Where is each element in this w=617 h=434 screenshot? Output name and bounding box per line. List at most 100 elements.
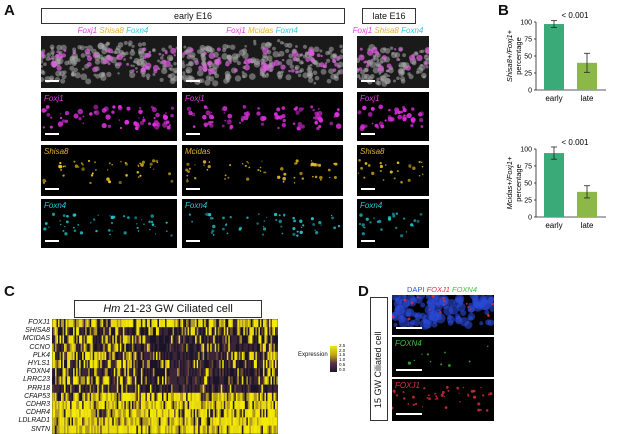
col3-row-label-1: Foxj1	[360, 94, 380, 103]
bar-late	[577, 191, 597, 217]
col1-row-label-3: Foxn4	[44, 201, 67, 210]
col1-header: Foxj1 Shisa8 Foxn4	[77, 26, 149, 35]
col2-tile-row0	[182, 36, 343, 88]
panel-d-tile-foxn4: FOXN4	[392, 337, 494, 377]
y-axis-label-2: percentage	[514, 37, 523, 75]
early-e16-label: early E16	[41, 8, 345, 24]
col1-tile-row2: Shisa8	[41, 145, 177, 196]
colorbar-tick: 0.5	[339, 361, 346, 367]
bar-late	[577, 62, 597, 90]
gene-label: PRR18	[27, 384, 50, 392]
p-value: < 0.001	[562, 11, 589, 20]
colorbar-ticks: 2.5 2.0 1.5 1.0 0.5 0.0	[339, 343, 346, 372]
y-tick-label: 25	[524, 71, 532, 78]
panel-a-label: A	[4, 2, 15, 19]
panel-d-row-label: FOXJ1	[395, 381, 420, 390]
y-tick-label: 75	[524, 37, 532, 44]
bar-chart-mcidas: 0 25 50 75 100 early late < 0.001 Mcidas+/Foxj1+…	[505, 138, 606, 230]
gene-label: MCIDAS	[22, 335, 50, 343]
gene-label: SHISA8	[25, 327, 50, 335]
y-tick-label: 0	[528, 215, 532, 222]
colorbar-tick: 0.0	[339, 366, 346, 372]
bar-early	[544, 153, 564, 217]
scale-bar	[45, 240, 59, 242]
gene-label: PLK4	[32, 351, 50, 359]
scale-bar	[45, 80, 59, 82]
scale-bar	[186, 133, 200, 135]
col3-tile-row0	[357, 36, 429, 88]
gene-label: CDHR4	[25, 409, 50, 417]
scale-bar	[396, 327, 422, 329]
scale-bar	[186, 240, 200, 242]
col1-tile-row3: Foxn4	[41, 199, 177, 248]
y-tick-label: 0	[528, 88, 532, 95]
scale-bar	[361, 188, 375, 190]
y-tick-label: 25	[524, 198, 532, 205]
col2-row-label-3: Foxn4	[185, 201, 208, 210]
bar-chart-shisa8: 0 25 50 75 100 early late < 0.001 Shisa8+/Foxj1+…	[505, 11, 606, 103]
col3-tile-row1: Foxj1	[357, 92, 429, 141]
col1-tile-row1: Foxj1	[41, 92, 177, 141]
x-tick-label: early	[545, 94, 562, 103]
panel-d-side-label: 15 GW Ciliated cell	[373, 331, 383, 408]
scale-bar	[396, 369, 422, 371]
panel-d-tile-merge	[392, 295, 494, 335]
scale-bar	[361, 133, 375, 135]
heatmap-title: Hm 21-23 GW Ciliated cell	[74, 300, 262, 318]
y-axis-label-2: percentage	[514, 164, 523, 202]
y-axis-label: Shisa8+/Foxj1+	[505, 29, 514, 82]
col3-row-label-3: Foxn4	[360, 201, 383, 210]
col2-row-label-1: Foxj1	[185, 94, 205, 103]
scale-bar	[361, 80, 375, 82]
colorbar-tick: 2.5	[339, 343, 346, 348]
legend-title: Expression	[298, 352, 328, 358]
colorbar-tick: 1.0	[339, 357, 346, 363]
gene-label: CDHR3	[25, 401, 50, 409]
gene-label: SNTN	[30, 425, 50, 433]
x-tick-label: early	[545, 221, 562, 230]
gene-label: LDLRAD1	[18, 417, 50, 425]
scale-bar	[45, 188, 59, 190]
col1-row-label-1: Foxj1	[44, 94, 64, 103]
gene-list: FOXJ1 SHISA8 MCIDAS CCNO PLK4 HYLS1 FOXN4 LRRC2…	[4, 319, 50, 434]
y-tick-label: 75	[524, 164, 532, 171]
x-tick-label: late	[581, 221, 594, 230]
panel-d-tile-foxj1: FOXJ1	[392, 379, 494, 421]
col2-tile-row2: Mcidas	[182, 145, 343, 196]
y-tick-label: 100	[520, 20, 532, 27]
col3-header: Foxj1 Shisa8 Foxn4	[352, 26, 424, 35]
scale-bar	[45, 133, 59, 135]
gene-label: CFAP53	[24, 392, 50, 400]
col3-row-label-2: Shisa8	[360, 147, 385, 156]
gene-label: LRRC23	[23, 376, 50, 384]
col2-row-label-2: Mcidas	[185, 147, 211, 156]
x-tick-label: late	[581, 94, 594, 103]
col3-tile-row2: Shisa8	[357, 145, 429, 196]
col1-tile-row0	[41, 36, 177, 88]
panel-c-label: C	[4, 283, 15, 300]
col3-tile-row3: Foxn4	[357, 199, 429, 248]
panel-d-label: D	[358, 283, 369, 300]
colorbar-tick: 1.5	[339, 352, 346, 358]
panel-d-header: DAPI FOXJ1 FOXN4	[406, 285, 478, 294]
col1-row-label-2: Shisa8	[44, 147, 69, 156]
col2-header: Foxj1 Mcidas Foxn4	[226, 26, 298, 35]
gene-label: FOXN4	[26, 368, 50, 376]
bar-early	[544, 24, 564, 90]
p-value: < 0.001	[562, 138, 589, 147]
late-e16-label: late E16	[362, 8, 416, 24]
col2-tile-row3: Foxn4	[182, 199, 343, 248]
gene-label: FOXJ1	[28, 319, 50, 326]
scale-bar	[361, 240, 375, 242]
expression-colorbar	[330, 346, 337, 372]
panel-d-row-label: FOXN4	[395, 339, 422, 348]
y-tick-label: 100	[520, 147, 532, 154]
scale-bar	[186, 188, 200, 190]
panel-b-label: B	[498, 2, 509, 19]
gene-label: HYLS1	[27, 360, 50, 368]
colorbar-tick: 2.0	[339, 347, 346, 353]
scale-bar	[186, 80, 200, 82]
col2-tile-row1: Foxj1	[182, 92, 343, 141]
panel-d-side-box	[370, 297, 388, 421]
y-tick-label: 50	[524, 54, 532, 61]
